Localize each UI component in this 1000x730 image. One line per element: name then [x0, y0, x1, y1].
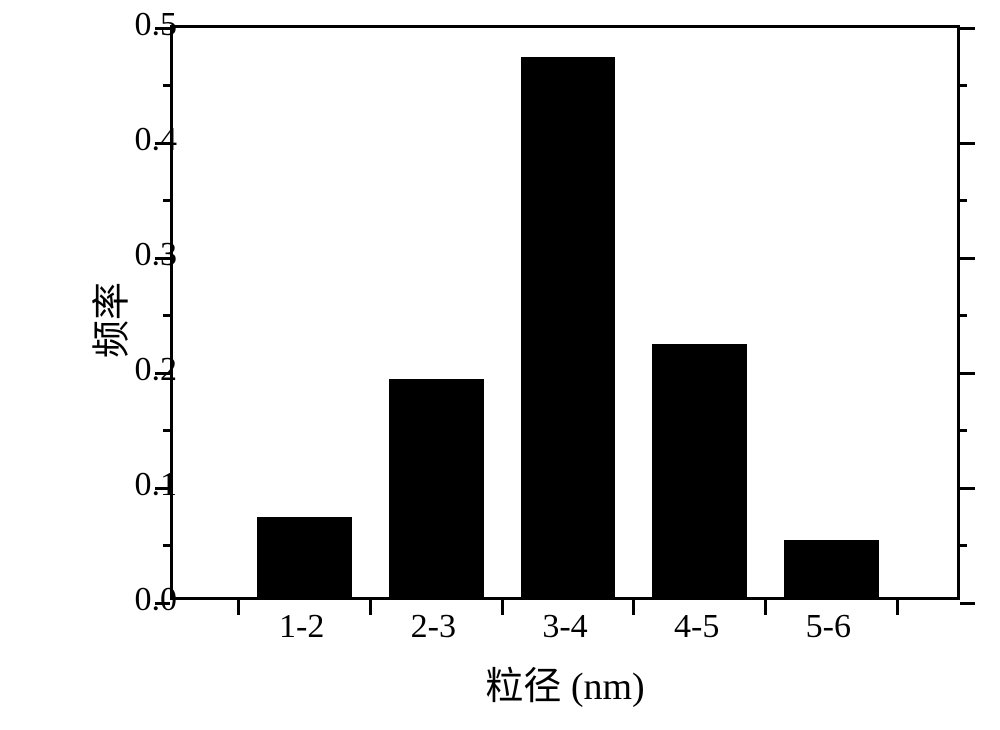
x-tick-label: 5-6	[806, 608, 851, 646]
y-tick-label: 0.0	[135, 581, 178, 619]
y-tick-label: 0.2	[135, 351, 178, 389]
bar	[521, 57, 616, 598]
y-tick-minor	[163, 429, 170, 432]
y-tick-minor	[960, 84, 967, 87]
y-tick-label: 0.4	[135, 121, 178, 159]
y-tick-label: 0.3	[135, 236, 178, 274]
x-tick	[369, 600, 372, 615]
bar	[389, 379, 484, 598]
bar	[257, 517, 352, 598]
plot-area	[170, 25, 960, 600]
x-tick-label: 3-4	[542, 608, 587, 646]
y-tick-minor	[163, 199, 170, 202]
x-tick	[237, 600, 240, 615]
x-tick-label: 4-5	[674, 608, 719, 646]
bar	[784, 540, 879, 598]
x-tick	[501, 600, 504, 615]
y-tick	[960, 142, 975, 145]
x-axis-title: 粒径 (nm)	[485, 655, 644, 710]
y-tick-minor	[163, 314, 170, 317]
x-tick	[632, 600, 635, 615]
y-tick	[960, 602, 975, 605]
y-tick	[960, 487, 975, 490]
x-tick-label: 1-2	[279, 608, 324, 646]
y-tick-minor	[163, 84, 170, 87]
y-tick-label: 0.5	[135, 6, 178, 44]
y-tick-label: 0.1	[135, 466, 178, 504]
y-tick-minor	[960, 429, 967, 432]
chart-container: 频率 粒径 (nm) 0.00.10.20.30.40.51-22-33-44-…	[80, 10, 980, 710]
x-tick	[896, 600, 899, 615]
x-tick-label: 2-3	[411, 608, 456, 646]
y-tick	[960, 27, 975, 30]
y-tick-minor	[960, 314, 967, 317]
y-tick	[960, 372, 975, 375]
y-axis-title: 频率	[81, 282, 136, 358]
bar	[652, 344, 747, 597]
y-tick-minor	[960, 199, 967, 202]
y-tick-minor	[960, 544, 967, 547]
y-tick	[960, 257, 975, 260]
y-tick-minor	[163, 544, 170, 547]
x-tick	[764, 600, 767, 615]
